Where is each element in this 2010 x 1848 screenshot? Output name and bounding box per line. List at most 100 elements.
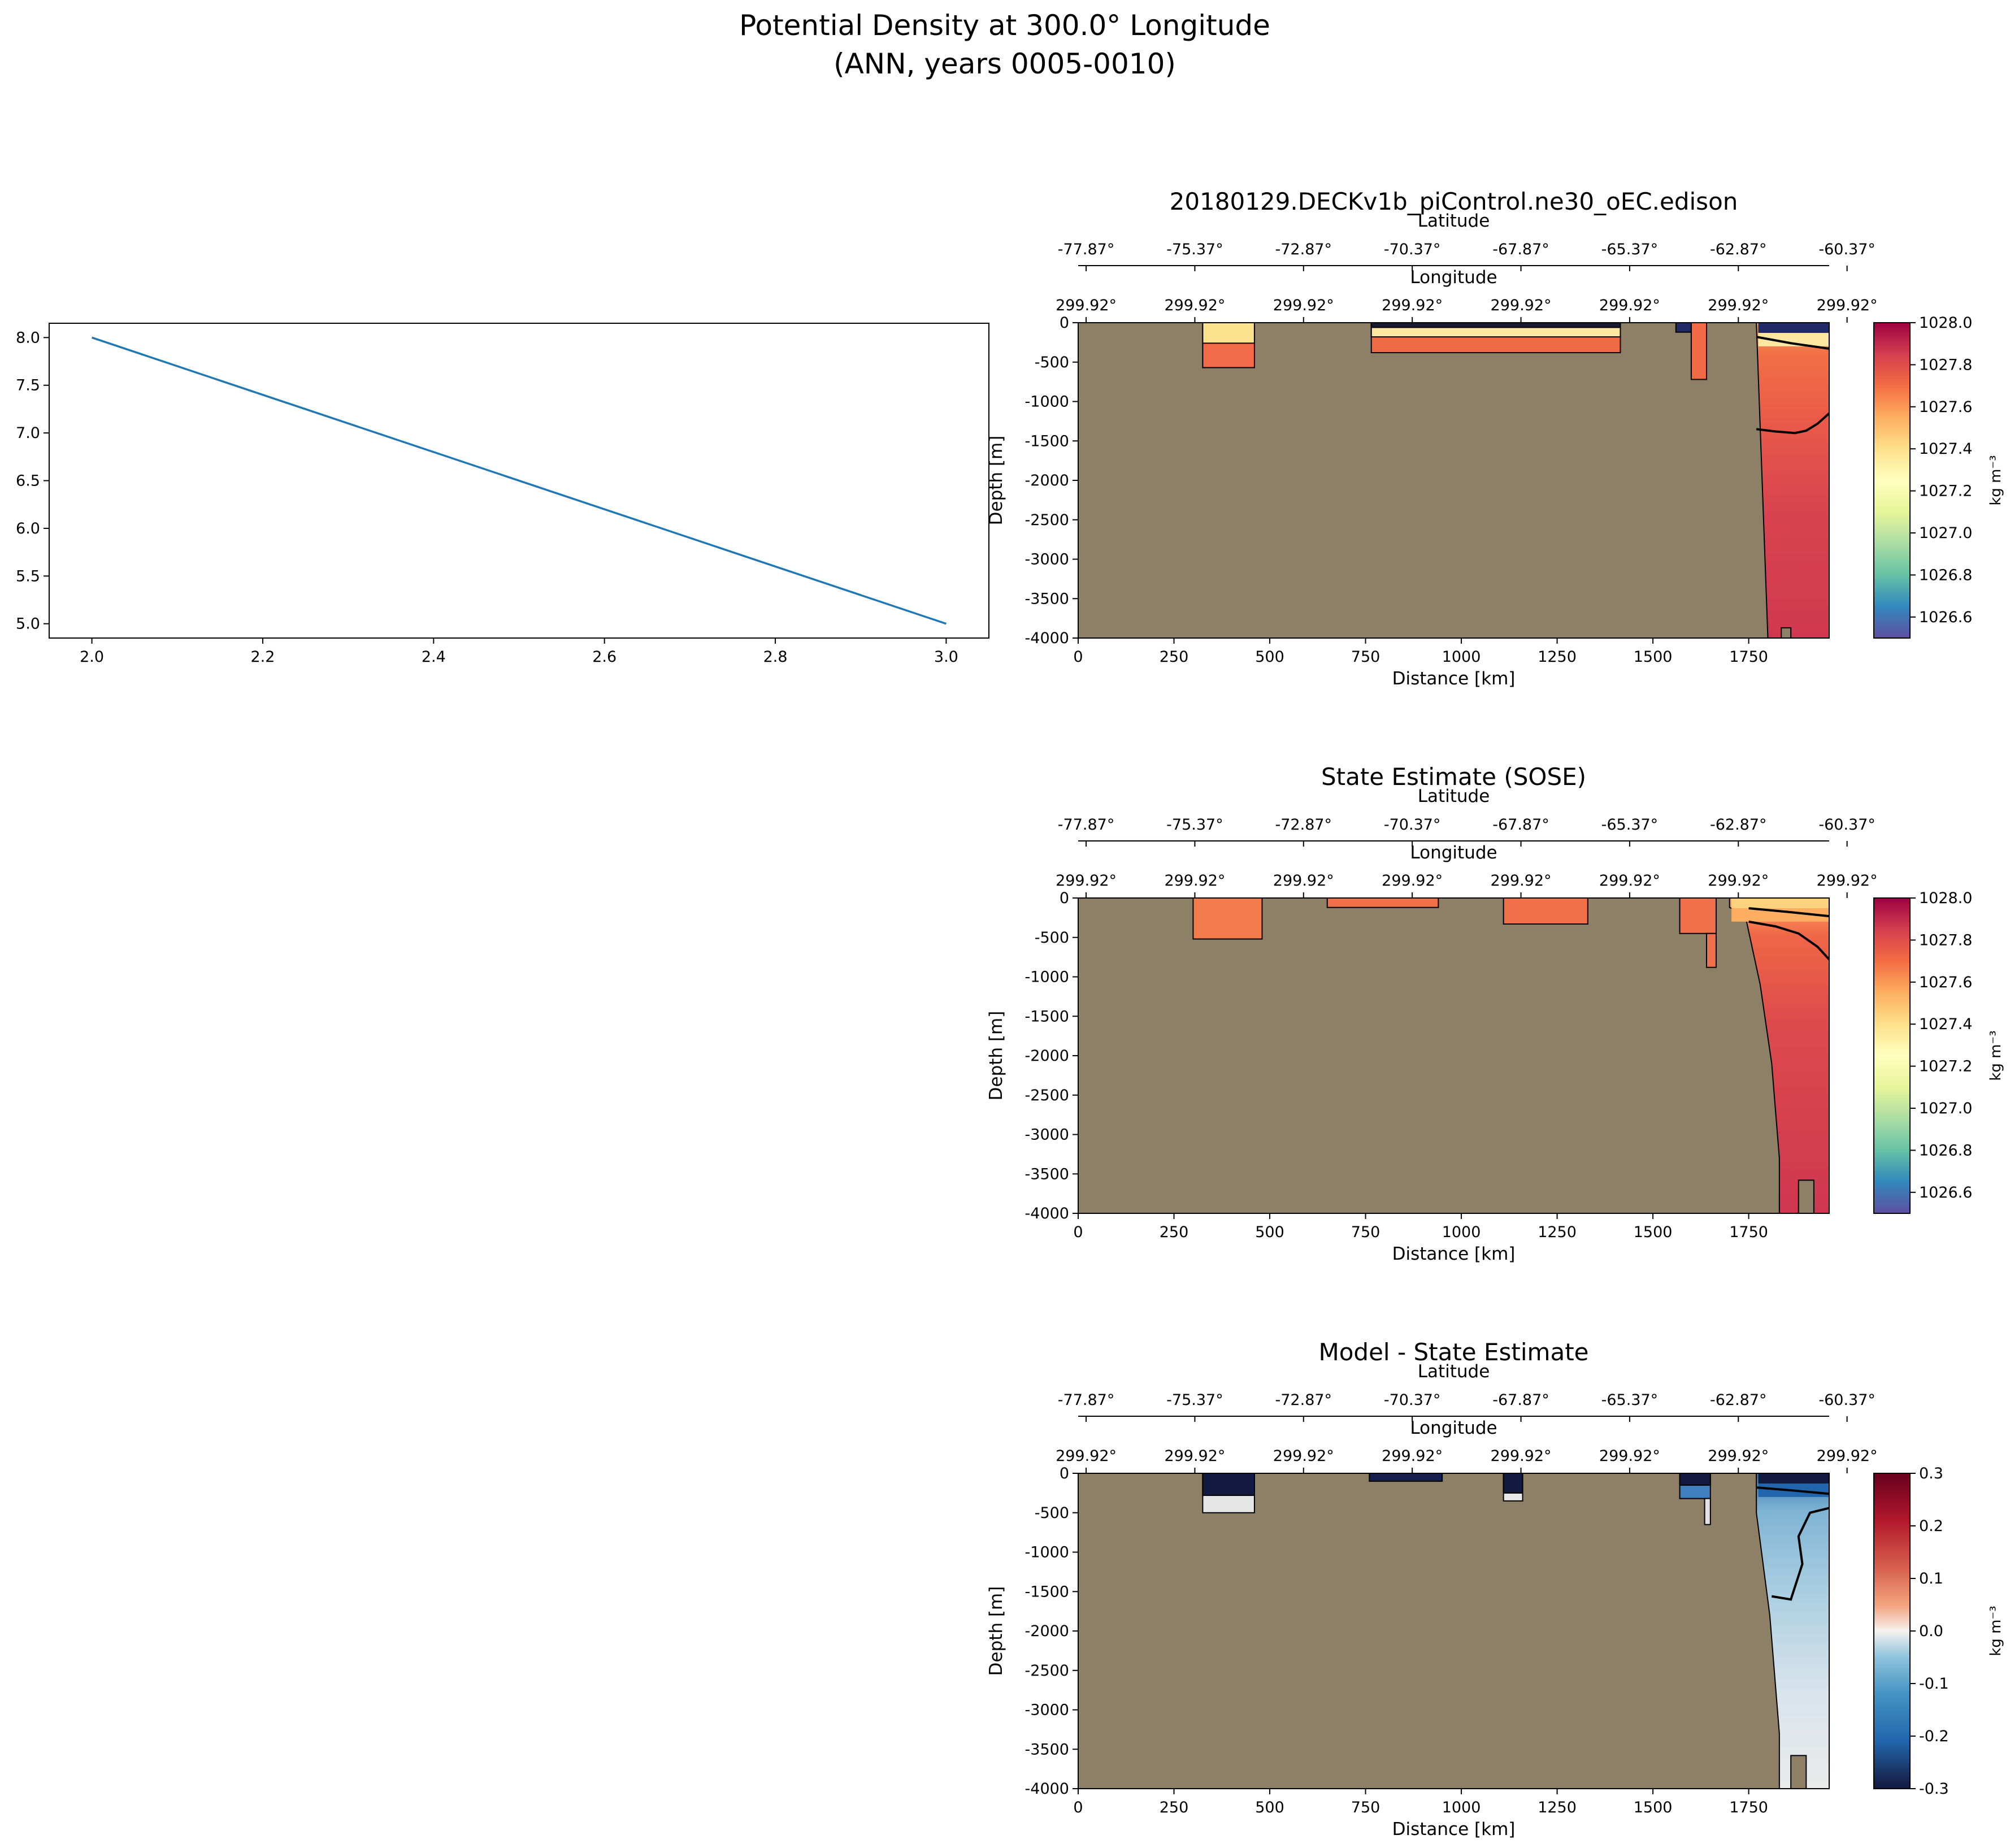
contour-line xyxy=(1756,412,1830,435)
x-tick-label: 0 xyxy=(1073,1224,1083,1241)
colorbar-tick-label: 1027.0 xyxy=(1919,1100,1972,1117)
colorbar-tick-label: 0.0 xyxy=(1919,1623,1943,1640)
panel-title: 20180129.DECKv1b_piControl.ne30_oEC.edis… xyxy=(1170,188,1738,215)
colorbar-tick-label: 1027.4 xyxy=(1919,440,1972,458)
y-tick-label: -4000 xyxy=(1025,1205,1069,1222)
colorbar-label: kg m⁻³ xyxy=(1987,1606,2004,1656)
colorbar-label: kg m⁻³ xyxy=(1987,455,2004,505)
x-tick-label: 750 xyxy=(1351,648,1380,666)
x-tick-label: 1000 xyxy=(1442,648,1481,666)
y-tick-label: -2000 xyxy=(1025,472,1069,489)
longitude-tick-label: 299.92° xyxy=(1382,297,1443,314)
y-axis-label: Depth [m] xyxy=(986,1586,1006,1676)
x-tick-label: 1500 xyxy=(1634,648,1673,666)
x-tick-label: 2.2 xyxy=(250,648,275,666)
colorbar-label: kg m⁻³ xyxy=(1987,1030,2004,1081)
latitude-tick-label: -65.37° xyxy=(1601,816,1659,834)
section-panel-1: 20180129.DECKv1b_piControl.ne30_oEC.edis… xyxy=(986,188,2004,689)
colorbar-tick-label: 1027.4 xyxy=(1919,1016,1972,1033)
longitude-tick-label: 299.92° xyxy=(1708,872,1769,890)
y-tick-label: 7.0 xyxy=(16,424,40,442)
line-chart: 2.0 2.2 2.4 2.6 2.8 3.0 5.0 5.5 6.0 6.5 7.0 7.5 8.0 xyxy=(16,323,989,666)
latitude-tick-label: -72.87° xyxy=(1275,241,1332,258)
land-background xyxy=(1078,1473,1829,1789)
longitude-tick-label: 299.92° xyxy=(1382,1447,1443,1465)
x-tick-label: 250 xyxy=(1160,1799,1189,1816)
latitude-tick-label: -62.87° xyxy=(1710,816,1767,834)
colorbar xyxy=(1873,1473,1911,1789)
series-line xyxy=(92,336,947,625)
latitude-tick-label: -60.37° xyxy=(1818,816,1876,834)
ocean-patch xyxy=(1706,932,1717,968)
ocean-patch xyxy=(1679,1473,1711,1486)
latitude-tick-label: -77.87° xyxy=(1058,816,1115,834)
x-tick-label: 1750 xyxy=(1729,648,1768,666)
longitude-label: Longitude xyxy=(1410,1418,1497,1438)
x-axis-label: Distance [km] xyxy=(1392,1819,1516,1840)
y-tick-label: -2500 xyxy=(1025,1662,1069,1680)
x-tick-label: 2.0 xyxy=(80,648,104,666)
x-tick-label: 2.8 xyxy=(763,648,788,666)
x-axis-label: Distance [km] xyxy=(1392,1244,1516,1264)
y-tick-label: 8.0 xyxy=(16,329,40,346)
latitude-tick-label: -77.87° xyxy=(1058,1391,1115,1409)
longitude-tick-label: 299.92° xyxy=(1164,297,1225,314)
x-tick-label: 250 xyxy=(1160,1224,1189,1241)
x-tick-label: 1000 xyxy=(1442,1799,1481,1816)
longitude-tick-label: 299.92° xyxy=(1273,1447,1334,1465)
x-tick-label: 750 xyxy=(1351,1224,1380,1241)
y-tick-label: -3500 xyxy=(1025,1741,1069,1758)
y-tick-label: 0 xyxy=(1060,314,1069,332)
x-tick-label: 1250 xyxy=(1538,1224,1577,1241)
longitude-tick-label: 299.92° xyxy=(1708,1447,1769,1465)
y-tick-label: -4000 xyxy=(1025,630,1069,647)
ocean-patch xyxy=(1704,1498,1711,1525)
latitude-tick-label: -75.37° xyxy=(1166,1391,1223,1409)
latitude-tick-label: -67.87° xyxy=(1492,241,1549,258)
colorbar-tick-label: 1028.0 xyxy=(1919,890,1972,907)
panel-title: Model - State Estimate xyxy=(1319,1338,1589,1366)
y-tick-label: -1000 xyxy=(1025,969,1069,986)
colorbar-tick-label: 0.2 xyxy=(1919,1517,1943,1535)
latitude-tick-label: -77.87° xyxy=(1058,241,1115,258)
latitude-tick-label: -70.37° xyxy=(1384,241,1441,258)
y-tick-label: -1500 xyxy=(1025,1583,1069,1600)
latitude-label: Latitude xyxy=(1418,1361,1490,1382)
colorbar-tick-label: 1026.8 xyxy=(1919,1142,1972,1159)
surface-layer xyxy=(1758,323,1829,333)
y-tick-label: 6.5 xyxy=(16,472,40,490)
x-tick-label: 500 xyxy=(1255,648,1284,666)
subsurface-layer xyxy=(1758,333,1829,346)
y-axis-label: Depth [m] xyxy=(986,436,1006,526)
y-tick-label: -3500 xyxy=(1025,590,1069,608)
colorbar-tick-label: 1027.2 xyxy=(1919,483,1972,500)
latitude-tick-label: -72.87° xyxy=(1275,1391,1332,1409)
x-tick-label: 1750 xyxy=(1729,1224,1768,1241)
ocean-patch xyxy=(1326,897,1439,908)
section-panel-2: State Estimate (SOSE)Latitude Longitude -7… xyxy=(986,763,2004,1264)
longitude-tick-label: 299.92° xyxy=(1708,297,1769,314)
longitude-tick-label: 299.92° xyxy=(1273,872,1334,890)
latitude-tick-label: -72.87° xyxy=(1275,816,1332,834)
subsurface-layer xyxy=(1731,908,1829,922)
x-tick-label: 500 xyxy=(1255,1799,1284,1816)
contour-line xyxy=(1756,336,1830,350)
latitude-tick-label: -75.37° xyxy=(1166,241,1223,258)
land-background xyxy=(1078,323,1829,638)
latitude-tick-label: -75.37° xyxy=(1166,816,1223,834)
surface-layer xyxy=(1731,898,1829,909)
y-tick-label: 7.5 xyxy=(16,377,40,394)
figure-title-line1: Potential Density at 300.0° Longitude xyxy=(739,9,1270,42)
latitude-tick-label: -65.37° xyxy=(1601,241,1659,258)
colorbar-tick-label: 1026.6 xyxy=(1919,1184,1972,1201)
x-tick-label: 1250 xyxy=(1538,648,1577,666)
ocean-patch xyxy=(1202,1473,1255,1496)
colorbar-tick-label: -0.1 xyxy=(1919,1675,1949,1693)
contour-line xyxy=(1756,1486,1830,1495)
longitude-label: Longitude xyxy=(1410,267,1497,288)
x-tick-label: 1500 xyxy=(1634,1799,1673,1816)
latitude-tick-label: -70.37° xyxy=(1384,1391,1441,1409)
ocean-patch xyxy=(1690,322,1708,380)
